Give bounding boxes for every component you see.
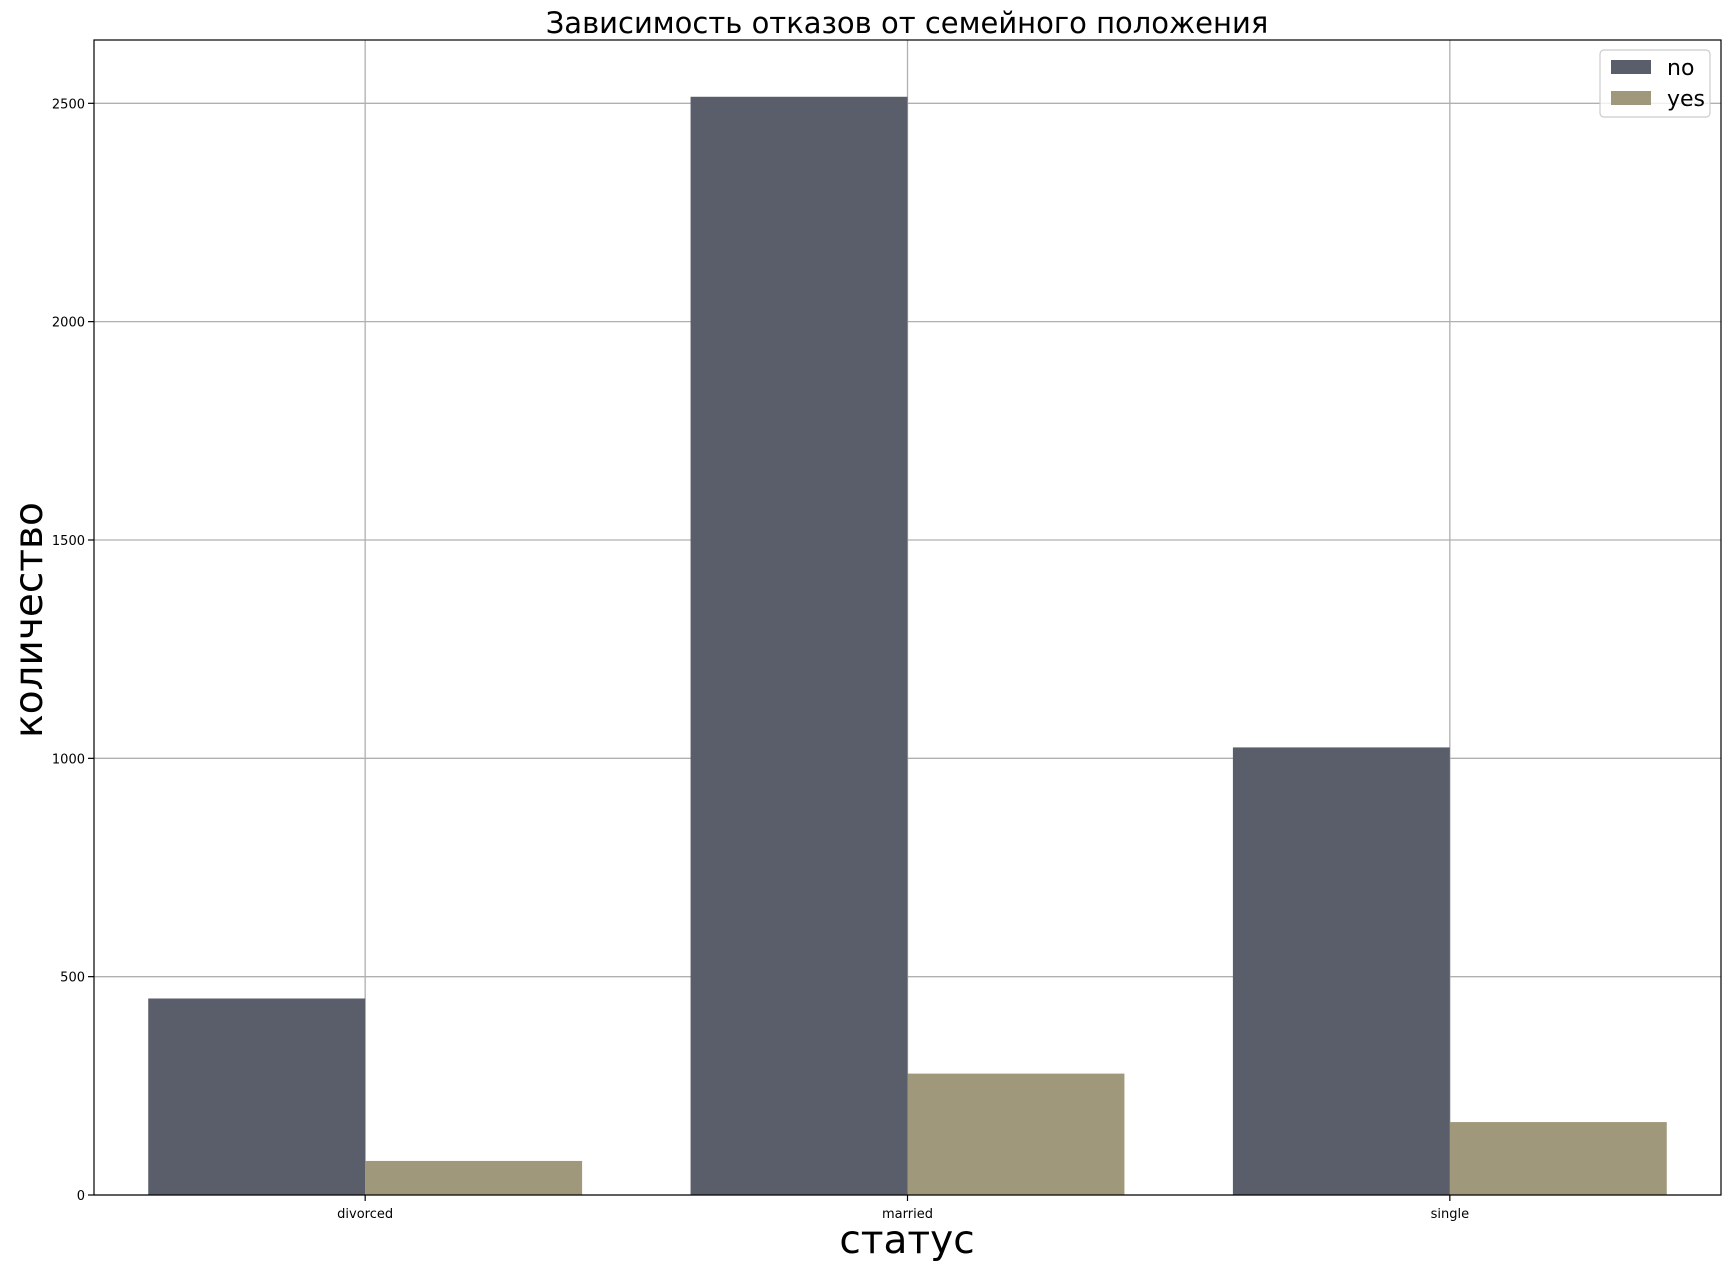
y-tick-label-1000: 1000 bbox=[52, 752, 85, 767]
y-tick-label-2500: 2500 bbox=[52, 97, 85, 112]
legend-label-yes: yes bbox=[1667, 87, 1705, 112]
x-tick-label-divorced: divorced bbox=[337, 1207, 393, 1222]
ticks: 0 500 1000 1500 2000 2500 divorced married singl… bbox=[52, 97, 1469, 1222]
y-axis-label: количество bbox=[7, 502, 52, 738]
y-tick-label-500: 500 bbox=[60, 971, 85, 986]
bar-yes-married bbox=[907, 1073, 1125, 1195]
bar-yes-single bbox=[1449, 1122, 1667, 1195]
y-tick-label-2000: 2000 bbox=[52, 316, 85, 331]
y-tick-label-1500: 1500 bbox=[52, 534, 85, 549]
legend: no yes bbox=[1599, 49, 1711, 118]
legend-swatch-yes bbox=[1611, 91, 1651, 105]
y-tick-label-0: 0 bbox=[77, 1189, 85, 1204]
x-axis-label: статус bbox=[839, 1218, 974, 1263]
bar-no-divorced bbox=[148, 998, 366, 1195]
legend-swatch-no bbox=[1611, 60, 1651, 74]
x-tick-label-single: single bbox=[1431, 1207, 1470, 1222]
bar-yes-divorced bbox=[365, 1160, 583, 1195]
legend-label-no: no bbox=[1667, 56, 1694, 81]
chart-title: Зависимость отказов от семейного положен… bbox=[546, 6, 1269, 40]
x-tick-label-married: married bbox=[882, 1207, 933, 1222]
bars bbox=[148, 96, 1667, 1196]
bar-no-single bbox=[1232, 747, 1450, 1195]
bar-no-married bbox=[690, 96, 908, 1196]
